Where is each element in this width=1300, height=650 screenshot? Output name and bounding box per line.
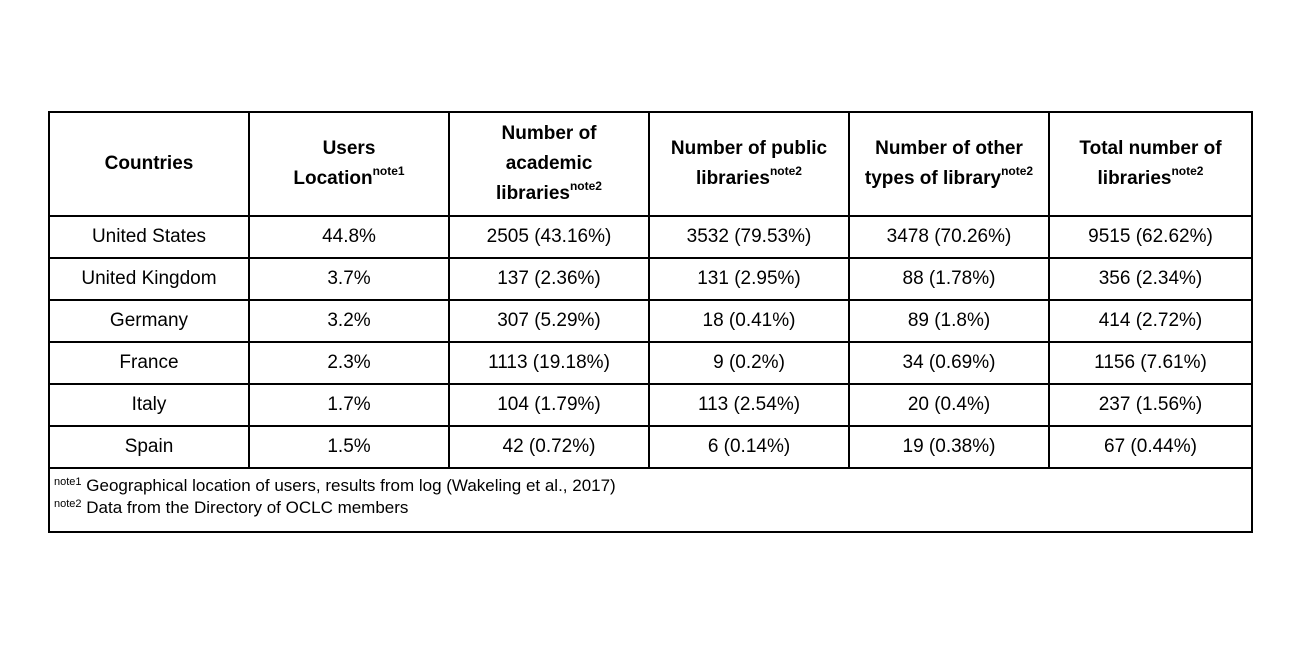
cell-other: 20 (0.4%) xyxy=(848,383,1050,427)
table-header: Countries Users Locationnote1 Number of … xyxy=(48,111,1253,217)
cell-public: 9 (0.2%) xyxy=(648,341,850,385)
table-body: United States 44.8% 2505 (43.16%) 3532 (… xyxy=(48,215,1253,533)
footnote-row: note1 Geographical location of users, re… xyxy=(48,467,1253,533)
cell-academic: 1113 (19.18%) xyxy=(448,341,650,385)
footnotes-cell: note1 Geographical location of users, re… xyxy=(48,467,1253,533)
cell-public: 131 (2.95%) xyxy=(648,257,850,301)
cell-other: 89 (1.8%) xyxy=(848,299,1050,343)
header-users-location: Users Locationnote1 xyxy=(248,111,450,217)
cell-country: France xyxy=(48,341,250,385)
header-other-libraries: Number of other types of librarynote2 xyxy=(848,111,1050,217)
footnote-1: note1 Geographical location of users, re… xyxy=(54,475,1247,497)
header-academic-libraries-note: note2 xyxy=(569,179,602,193)
cell-users-location: 3.2% xyxy=(248,299,450,343)
footnote-2-mark: note2 xyxy=(54,498,82,510)
header-countries: Countries xyxy=(48,111,250,217)
libraries-table-wrapper: Countries Users Locationnote1 Number of … xyxy=(48,111,1253,533)
table-row: France 2.3% 1113 (19.18%) 9 (0.2%) 34 (0… xyxy=(48,341,1253,385)
cell-country: Spain xyxy=(48,425,250,469)
cell-public: 113 (2.54%) xyxy=(648,383,850,427)
header-public-libraries: Number of public librariesnote2 xyxy=(648,111,850,217)
header-total-libraries-label: Total number of libraries xyxy=(1079,138,1222,189)
header-total-libraries: Total number of librariesnote2 xyxy=(1048,111,1253,217)
cell-academic: 104 (1.79%) xyxy=(448,383,650,427)
cell-other: 19 (0.38%) xyxy=(848,425,1050,469)
header-public-libraries-label: Number of public libraries xyxy=(670,138,828,189)
footnote-2-text: Data from the Directory of OCLC members xyxy=(86,498,409,517)
header-other-libraries-label: Number of other types of library xyxy=(864,138,1023,189)
footnote-1-text: Geographical location of users, results … xyxy=(86,476,616,495)
footnote-1-mark: note1 xyxy=(54,476,82,488)
cell-users-location: 2.3% xyxy=(248,341,450,385)
cell-users-location: 44.8% xyxy=(248,215,450,259)
cell-academic: 307 (5.29%) xyxy=(448,299,650,343)
cell-country: Germany xyxy=(48,299,250,343)
header-total-libraries-note: note2 xyxy=(1171,164,1204,178)
cell-country: Italy xyxy=(48,383,250,427)
header-other-libraries-note: note2 xyxy=(1001,164,1034,178)
libraries-table: Countries Users Locationnote1 Number of … xyxy=(48,111,1253,533)
cell-other: 3478 (70.26%) xyxy=(848,215,1050,259)
cell-public: 18 (0.41%) xyxy=(648,299,850,343)
header-row: Countries Users Locationnote1 Number of … xyxy=(48,111,1253,217)
header-public-libraries-note: note2 xyxy=(769,164,802,178)
header-academic-libraries: Number of academic librariesnote2 xyxy=(448,111,650,217)
cell-total: 67 (0.44%) xyxy=(1048,425,1253,469)
cell-users-location: 1.7% xyxy=(248,383,450,427)
cell-total: 237 (1.56%) xyxy=(1048,383,1253,427)
header-users-location-label: Users Location xyxy=(293,138,376,189)
cell-academic: 137 (2.36%) xyxy=(448,257,650,301)
header-academic-libraries-label: Number of academic libraries xyxy=(496,123,597,204)
cell-public: 3532 (79.53%) xyxy=(648,215,850,259)
cell-academic: 42 (0.72%) xyxy=(448,425,650,469)
cell-country: United Kingdom xyxy=(48,257,250,301)
cell-total: 1156 (7.61%) xyxy=(1048,341,1253,385)
table-row: Germany 3.2% 307 (5.29%) 18 (0.41%) 89 (… xyxy=(48,299,1253,343)
header-users-location-note: note1 xyxy=(372,164,405,178)
header-countries-label: Countries xyxy=(104,153,194,174)
table-row: United Kingdom 3.7% 137 (2.36%) 131 (2.9… xyxy=(48,257,1253,301)
cell-users-location: 3.7% xyxy=(248,257,450,301)
cell-total: 356 (2.34%) xyxy=(1048,257,1253,301)
footnote-2: note2 Data from the Directory of OCLC me… xyxy=(54,497,1247,519)
cell-users-location: 1.5% xyxy=(248,425,450,469)
cell-total: 9515 (62.62%) xyxy=(1048,215,1253,259)
cell-public: 6 (0.14%) xyxy=(648,425,850,469)
cell-other: 88 (1.78%) xyxy=(848,257,1050,301)
cell-academic: 2505 (43.16%) xyxy=(448,215,650,259)
cell-other: 34 (0.69%) xyxy=(848,341,1050,385)
table-row: Spain 1.5% 42 (0.72%) 6 (0.14%) 19 (0.38… xyxy=(48,425,1253,469)
cell-country: United States xyxy=(48,215,250,259)
table-row: Italy 1.7% 104 (1.79%) 113 (2.54%) 20 (0… xyxy=(48,383,1253,427)
cell-total: 414 (2.72%) xyxy=(1048,299,1253,343)
table-row: United States 44.8% 2505 (43.16%) 3532 (… xyxy=(48,215,1253,259)
